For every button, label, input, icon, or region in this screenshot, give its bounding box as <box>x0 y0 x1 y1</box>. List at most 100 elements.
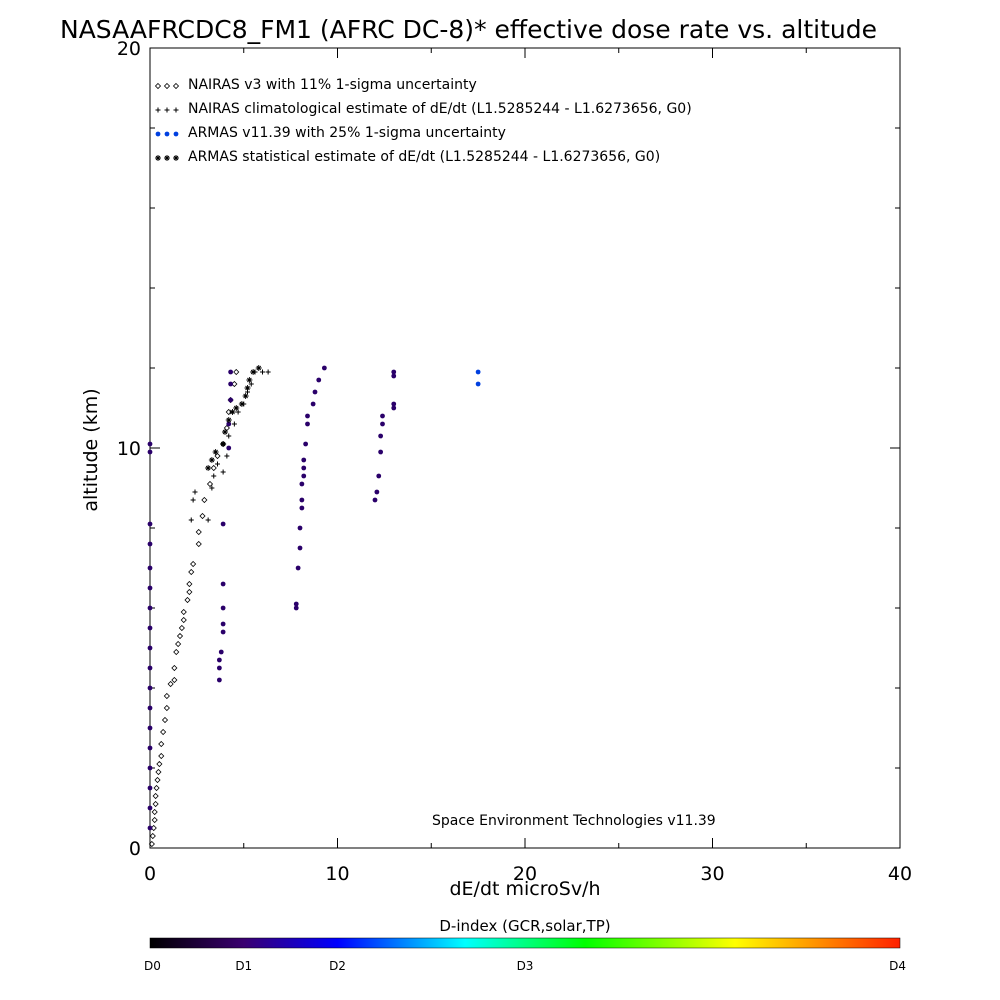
armas-point <box>376 473 382 479</box>
y-tick-label: 10 <box>117 438 141 460</box>
armas-point <box>293 605 299 611</box>
armas-point <box>297 545 303 551</box>
armas-point <box>391 401 397 407</box>
nairas-point <box>206 480 214 488</box>
armas-point <box>378 433 384 439</box>
nairas-point <box>158 740 165 748</box>
armas-point <box>299 505 305 511</box>
legend-marker <box>172 82 180 90</box>
armas-point <box>147 541 153 547</box>
data-points <box>147 365 481 848</box>
armas-point <box>228 381 234 387</box>
nairas-clim-point <box>205 517 211 523</box>
armas-stat-point <box>242 393 249 399</box>
armas-point <box>147 685 153 691</box>
armas-point <box>147 805 153 811</box>
nairas-point <box>161 716 169 724</box>
nairas-point <box>186 588 193 596</box>
nairas-point <box>175 640 182 648</box>
nairas-point <box>180 616 187 624</box>
armas-point <box>147 625 153 631</box>
armas-stat-point <box>255 365 262 371</box>
nairas-clim-point <box>211 473 217 479</box>
armas-point <box>216 657 222 663</box>
nairas-point <box>160 728 167 736</box>
armas-point <box>374 489 380 495</box>
colorbar-label: D4 <box>889 959 906 973</box>
armas-point <box>391 373 397 379</box>
armas-point <box>380 413 385 419</box>
armas-point <box>216 665 222 671</box>
nairas-point <box>195 528 202 536</box>
nairas-point <box>195 540 202 548</box>
armas-point <box>305 421 310 427</box>
armas-point <box>295 565 301 571</box>
armas-point <box>147 825 153 831</box>
armas-point <box>321 365 327 371</box>
nairas-point <box>180 608 187 616</box>
nairas-point <box>178 624 185 632</box>
legend-marker <box>164 131 170 137</box>
armas-point <box>147 745 153 751</box>
plot-frame <box>149 47 901 849</box>
armas-point <box>310 401 316 407</box>
axis-ticks <box>149 47 901 849</box>
armas-stat-point <box>244 385 251 391</box>
armas-point <box>147 765 153 771</box>
legend: NAIRAS v3 with 11% 1-sigma uncertainty NA… <box>154 77 692 165</box>
armas-point <box>475 369 481 375</box>
nairas-point <box>190 560 197 568</box>
axis-tick-labels: 0 10 20 30 40 0 10 20 <box>117 38 912 885</box>
nairas-point <box>163 692 170 700</box>
armas-point <box>147 449 153 455</box>
armas-point <box>216 677 222 683</box>
nairas-point <box>186 580 193 588</box>
armas-stat-point <box>250 369 257 375</box>
armas-stat-point <box>212 449 219 455</box>
armas-stat-point <box>238 401 245 407</box>
armas-stat-point <box>229 409 236 415</box>
armas-stat-point <box>233 405 240 411</box>
nairas-point <box>156 760 163 768</box>
armas-point <box>147 785 153 791</box>
armas-point <box>220 629 226 635</box>
armas-point <box>220 605 226 611</box>
legend-marker <box>155 155 161 161</box>
nairas-point <box>233 368 240 376</box>
armas-point <box>378 449 384 455</box>
y-tick-label: 20 <box>117 38 141 60</box>
nairas-clim-point <box>209 485 215 491</box>
armas-point <box>147 645 153 651</box>
armas-point <box>218 649 224 655</box>
nairas-point <box>201 496 208 504</box>
y-axis-label: altitude (km) <box>80 388 102 511</box>
armas-point <box>391 405 397 411</box>
armas-point <box>303 441 309 447</box>
nairas-clim-point <box>248 381 254 387</box>
armas-point <box>297 525 303 531</box>
colorbar-title: D-index (GCR,solar,TP) <box>439 917 610 935</box>
nairas-point <box>210 464 217 472</box>
armas-point <box>293 601 299 607</box>
armas-point <box>147 605 153 611</box>
x-tick-label: 30 <box>700 863 724 885</box>
nairas-point <box>153 784 160 792</box>
x-axis-label: dE/dt microSv/h <box>449 878 600 900</box>
nairas-clim-point <box>231 421 237 427</box>
nairas-point <box>176 632 184 640</box>
nairas-point <box>171 676 178 684</box>
armas-point <box>228 397 234 403</box>
nairas-point <box>158 752 165 760</box>
nairas-point <box>149 832 156 840</box>
nairas-point <box>214 452 221 460</box>
legend-marker <box>173 107 179 113</box>
nairas-point <box>173 648 180 656</box>
colorbar-label: D2 <box>329 959 346 973</box>
x-tick-label: 0 <box>144 863 156 885</box>
nairas-point <box>199 512 206 520</box>
armas-point <box>220 581 226 587</box>
armas-point <box>147 705 153 711</box>
nairas-clim-point <box>265 369 271 375</box>
armas-point <box>147 585 153 591</box>
